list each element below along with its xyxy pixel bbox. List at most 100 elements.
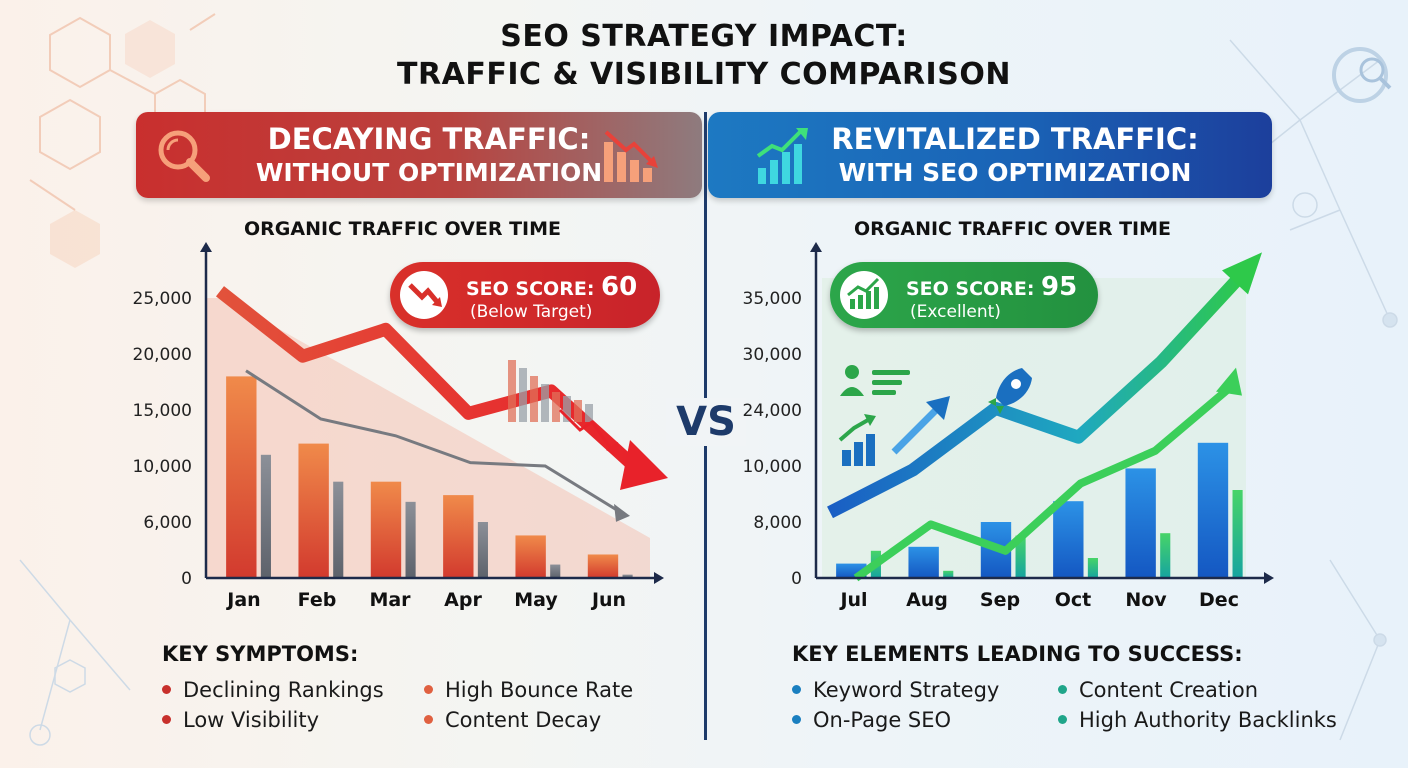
y-tick-label: 0 <box>791 569 802 589</box>
decor-mini-arrow <box>558 408 614 451</box>
right-traffic-chart: 0 8,000 10,000 24,000 30,000 35,000 Jul Aug Sep O… <box>743 242 1274 611</box>
right-list-item: High Authority Backlinks <box>1058 708 1337 732</box>
trend-arrowhead-primary <box>620 440 668 490</box>
list-item-text: On-Page SEO <box>813 708 952 732</box>
seo-score-badge-right: SEO SCORE: 95 (Excellent) <box>830 262 1098 328</box>
bullet-dot <box>1058 684 1067 694</box>
bar-secondary <box>477 522 488 578</box>
bar-primary <box>908 546 939 578</box>
list-item-text: Declining Rankings <box>183 678 384 702</box>
bullet-dot <box>792 684 801 694</box>
left-list-item: Declining Rankings <box>162 678 384 702</box>
bar-secondary <box>1015 535 1026 578</box>
bar-secondary <box>333 481 344 578</box>
y-tick-label: 24,000 <box>743 401 802 421</box>
decor-mini-bar <box>541 384 549 422</box>
right-score-label: SEO SCORE: <box>906 278 1035 300</box>
list-item-text: Content Creation <box>1079 678 1259 702</box>
bar-primary <box>515 535 546 578</box>
mini-growth-icon <box>838 414 876 466</box>
bar-secondary <box>405 501 416 578</box>
y-tick-label: 10,000 <box>743 457 802 477</box>
y-tick-label: 30,000 <box>743 345 802 365</box>
rocket-icon <box>988 368 1032 414</box>
title-line-1: SEO STRATEGY IMPACT: <box>500 19 908 54</box>
trend-arrowhead-secondary <box>1216 367 1242 396</box>
bullet-dot <box>162 714 171 724</box>
bullet-dot <box>424 684 433 694</box>
y-tick-label: 35,000 <box>743 289 802 309</box>
bar-primary <box>443 495 474 578</box>
left-banner-line-2: WITHOUT OPTIMIZATION <box>255 158 603 187</box>
list-item-text: Content Decay <box>445 708 602 732</box>
x-tick-label: Mar <box>369 589 411 611</box>
left-banner-line-1: DECAYING TRAFFIC: <box>267 122 591 156</box>
decor-mini-bar <box>530 376 538 422</box>
trend-arrowhead-secondary <box>614 503 630 522</box>
x-tick-label: Jan <box>225 589 260 611</box>
decor-mini-bar <box>519 368 527 422</box>
list-item-text: High Authority Backlinks <box>1079 708 1337 732</box>
bar-secondary <box>1087 558 1098 578</box>
left-score-label: SEO SCORE: <box>466 278 595 300</box>
magnifier-icon <box>158 130 210 182</box>
bar-primary <box>226 376 257 578</box>
user-list-icon <box>840 365 910 396</box>
right-list-title: KEY ELEMENTS LEADING TO SUCCESS: <box>792 642 1243 666</box>
growth-bars-icon <box>756 128 808 184</box>
left-list-item: Low Visibility <box>162 708 319 732</box>
right-banner: REVITALIZED TRAFFIC: WITH SEO OPTIMIZATI… <box>708 112 1272 198</box>
x-tick-label: Dec <box>1199 589 1239 611</box>
y-tick-label: 0 <box>181 569 192 589</box>
bar-primary <box>1125 468 1156 578</box>
score-down-icon <box>400 271 448 319</box>
y-tick-label: 15,000 <box>133 401 192 421</box>
trend-arrow-icon <box>891 396 950 455</box>
y-tick-label: 20,000 <box>133 345 192 365</box>
y-axis-arrow <box>810 242 822 252</box>
right-banner-line-2: WITH SEO OPTIMIZATION <box>838 158 1192 187</box>
decor-mini-bar <box>552 392 560 422</box>
x-axis-arrow <box>1264 572 1274 584</box>
right-list-item: On-Page SEO <box>792 708 951 732</box>
score-up-icon <box>840 271 888 319</box>
left-list-item: Content Decay <box>424 708 601 732</box>
x-tick-label: Apr <box>444 589 482 611</box>
bar-primary <box>298 443 329 578</box>
x-tick-label: Jul <box>838 589 867 611</box>
decor-mini-bar <box>574 400 582 422</box>
right-chart-title: ORGANIC TRAFFIC OVER TIME <box>854 218 1171 240</box>
x-tick-label: May <box>514 589 558 611</box>
left-chart-title: ORGANIC TRAFFIC OVER TIME <box>244 218 561 240</box>
y-axis-arrow <box>200 242 212 252</box>
x-tick-label: Oct <box>1055 589 1092 611</box>
bullet-dot <box>424 714 433 724</box>
right-score-status: (Excellent) <box>910 302 1001 322</box>
bar-primary <box>370 481 402 578</box>
left-list-item: High Bounce Rate <box>424 678 633 702</box>
bar-secondary <box>260 454 271 578</box>
right-banner-line-1: REVITALIZED TRAFFIC: <box>831 122 1199 156</box>
right-list-item: Keyword Strategy <box>792 678 999 702</box>
bar-secondary <box>622 574 633 578</box>
x-tick-label: Aug <box>906 589 948 611</box>
x-axis-arrow <box>654 572 664 584</box>
list-item-text: Low Visibility <box>183 708 320 732</box>
decor-mini-arrowhead <box>606 442 620 458</box>
bullet-dot <box>1058 714 1067 724</box>
x-tick-label: Feb <box>298 589 337 611</box>
y-tick-label: 25,000 <box>133 289 192 309</box>
bar-secondary <box>550 564 561 578</box>
x-tick-label: Nov <box>1125 589 1167 611</box>
bar-primary <box>587 554 619 578</box>
bar-secondary <box>1160 533 1171 578</box>
page-title: SEO STRATEGY IMPACT: TRAFFIC & VISIBILIT… <box>0 18 1408 94</box>
decor-mini-bar <box>508 360 516 422</box>
declining-bars-icon <box>604 130 658 182</box>
bar-secondary <box>1232 490 1243 578</box>
left-score-status: (Below Target) <box>470 302 593 322</box>
list-item-text: Keyword Strategy <box>813 678 1000 702</box>
y-tick-label: 10,000 <box>133 457 192 477</box>
bullet-dot <box>162 684 171 694</box>
y-tick-label: 8,000 <box>753 513 802 533</box>
